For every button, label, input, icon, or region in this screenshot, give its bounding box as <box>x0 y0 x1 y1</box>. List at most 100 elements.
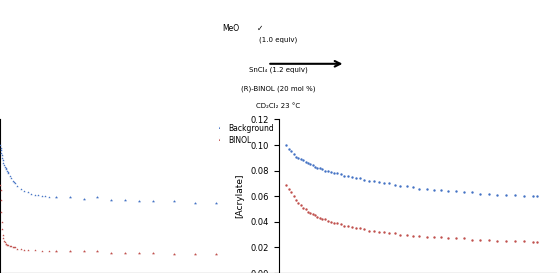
Point <box>51 249 60 253</box>
Point <box>422 235 431 239</box>
Point <box>304 161 312 165</box>
Point <box>79 197 88 201</box>
Point <box>313 215 322 219</box>
Point <box>324 168 333 173</box>
Point <box>296 203 305 207</box>
Point <box>320 168 329 173</box>
Point <box>379 181 388 186</box>
Point <box>0 183 5 187</box>
Point <box>212 200 221 205</box>
Point <box>0 236 8 241</box>
Point <box>324 218 333 223</box>
Point <box>429 188 438 192</box>
Point <box>296 157 305 161</box>
Point <box>360 177 369 182</box>
Point <box>306 162 315 166</box>
Point <box>313 166 322 170</box>
Point <box>429 235 438 239</box>
Point <box>315 166 324 170</box>
Point <box>402 232 411 237</box>
Point <box>415 186 424 191</box>
Point <box>532 240 541 244</box>
Point <box>343 174 352 178</box>
Point <box>415 234 424 238</box>
Point <box>44 195 53 200</box>
Point <box>452 189 461 193</box>
Point <box>347 225 356 229</box>
Point <box>93 249 102 253</box>
Point <box>0 163 9 168</box>
Point <box>336 222 345 227</box>
Point <box>304 209 312 214</box>
Point <box>308 163 317 168</box>
Point <box>408 185 417 189</box>
Point <box>6 244 14 248</box>
Point <box>452 236 461 241</box>
Point <box>287 149 296 154</box>
Point <box>294 200 303 205</box>
Point <box>294 156 303 160</box>
Point <box>379 230 388 234</box>
Point <box>65 195 74 200</box>
Point <box>330 221 339 225</box>
Point <box>510 193 519 197</box>
Text: (R)-BINOL (20 mol %): (R)-BINOL (20 mol %) <box>241 85 316 91</box>
Point <box>107 250 116 255</box>
Point <box>339 224 348 228</box>
Point <box>355 226 364 230</box>
Point <box>460 236 468 241</box>
Point <box>308 212 317 216</box>
Point <box>339 174 348 178</box>
Point <box>0 146 5 150</box>
Point <box>44 249 53 253</box>
Point <box>212 252 221 256</box>
Point <box>333 221 342 225</box>
Point <box>529 240 538 244</box>
Point <box>93 195 102 200</box>
Point <box>330 171 339 175</box>
Point <box>282 183 291 187</box>
Point <box>510 239 519 243</box>
Point <box>6 174 14 178</box>
Point <box>27 191 36 196</box>
Point <box>23 248 32 252</box>
Point <box>0 161 8 165</box>
Point <box>1 241 10 246</box>
Point <box>460 190 468 195</box>
Point <box>320 217 329 221</box>
Point <box>365 229 374 233</box>
Point <box>4 243 13 247</box>
Point <box>7 244 16 248</box>
Point <box>318 167 327 171</box>
Point <box>408 234 417 238</box>
Point <box>0 143 5 147</box>
Point <box>519 194 528 198</box>
Point <box>365 179 374 183</box>
Point <box>301 207 310 211</box>
Point <box>360 227 369 232</box>
Point <box>190 200 199 205</box>
Point <box>311 165 320 169</box>
Point <box>369 179 378 183</box>
Point <box>17 247 26 251</box>
Point <box>301 159 310 164</box>
Point <box>121 198 130 202</box>
Point <box>467 238 476 242</box>
Point <box>390 231 399 236</box>
Point <box>493 239 502 243</box>
Point <box>3 168 11 173</box>
Point <box>17 186 26 191</box>
Point <box>0 239 9 243</box>
Point <box>436 235 445 239</box>
Text: (1.0 equiv): (1.0 equiv) <box>260 36 297 43</box>
Point <box>291 154 300 159</box>
Point <box>121 250 130 255</box>
Point <box>299 158 307 162</box>
Legend: Background, BINOL: Background, BINOL <box>211 123 275 146</box>
Point <box>149 199 158 203</box>
Point <box>318 217 327 221</box>
Point <box>169 252 178 256</box>
Point <box>355 176 364 180</box>
Point <box>169 199 178 203</box>
Point <box>443 189 452 193</box>
